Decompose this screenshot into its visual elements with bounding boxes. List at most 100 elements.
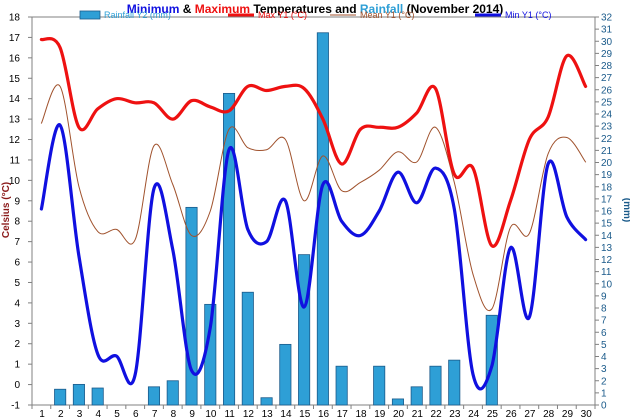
y2-tick-label: 28	[601, 61, 613, 72]
y2-tick-label: 17	[601, 194, 613, 205]
x-tick-label: 27	[524, 409, 536, 420]
y2-tick-label: 25	[601, 97, 613, 108]
rainfall-bar	[316, 32, 329, 406]
y1-tick-label: 13	[9, 115, 21, 126]
x-tick-label: 17	[337, 409, 349, 420]
y1-tick-label: 6	[14, 258, 20, 269]
y2-tick-label: 30	[601, 37, 613, 48]
y2-tick-label: 26	[601, 85, 613, 96]
legend-swatch-rainfall	[79, 10, 101, 20]
mean-temp-line	[40, 84, 587, 312]
title-part-temps: Temperatures and	[250, 2, 360, 16]
rainfall-bar	[185, 206, 198, 406]
y2-tick-label: 29	[601, 49, 613, 60]
y1-tick-label: 11	[10, 155, 21, 166]
y2-tick-label: 1	[601, 388, 607, 399]
x-tick-label: 3	[77, 409, 83, 420]
x-tick-label: 19	[374, 409, 386, 420]
chart-title: Minimum & Maximum Temperatures and Rainf…	[127, 2, 504, 16]
title-part-and: &	[179, 2, 194, 16]
y2-tick-label: 27	[601, 73, 613, 84]
y2-tick-label: 2	[601, 376, 607, 387]
x-tick-label: 21	[412, 409, 424, 420]
x-tick-label: 15	[299, 409, 311, 420]
y2-tick-label: 10	[601, 279, 613, 290]
x-tick-label: 12	[243, 409, 255, 420]
y1-tick-label: 16	[9, 53, 21, 64]
rainfall-bar	[373, 365, 386, 406]
y1-tick-label: 4	[14, 298, 20, 309]
title-part-min: Minimum	[127, 2, 180, 16]
x-tick-label: 6	[133, 409, 139, 420]
y1-tick-label: 14	[9, 94, 21, 105]
y2-tick-label: 9	[601, 291, 607, 302]
y2-tick-label: 5	[601, 340, 607, 351]
legend: Rainfall Y2 (mm) Max Y1 (°C) Mean Y1 (°C) M…	[79, 10, 551, 20]
rainfall-bar	[298, 254, 311, 406]
plot-area	[31, 16, 596, 406]
legend-label: Mean Y1 (°C)	[360, 10, 414, 20]
y2-tick-label: 4	[601, 352, 607, 363]
rainfall-bar	[410, 386, 423, 406]
axes: -101234567891011121314151617180123456789…	[9, 13, 613, 420]
x-tick-label: 22	[431, 409, 443, 420]
y2-tick-label: 21	[601, 146, 613, 157]
legend-label: Max Y1 (°C)	[258, 10, 307, 20]
x-tick-label: 1	[39, 409, 45, 420]
rainfall-bar	[335, 365, 348, 406]
x-tick-label: 18	[355, 409, 367, 420]
y1-tick-label: 15	[9, 74, 21, 85]
y1-axis-label: Celsius (°C)	[1, 182, 12, 238]
x-tick-label: 7	[152, 409, 158, 420]
y1-tick-label: 8	[14, 217, 20, 228]
y2-tick-label: 14	[601, 231, 613, 242]
x-tick-label: 4	[96, 409, 102, 420]
y1-tick-label: 5	[14, 278, 20, 289]
y2-tick-label: 3	[601, 364, 607, 375]
rainfall-bar	[429, 365, 442, 406]
title-part-max: Maximum	[195, 2, 250, 16]
y2-tick-label: 15	[601, 219, 613, 230]
x-tick-label: 9	[189, 409, 195, 420]
y2-tick-label: 12	[601, 255, 613, 266]
y2-tick-label: 22	[601, 134, 613, 145]
x-tick-label: 8	[171, 409, 177, 420]
y2-tick-label: 24	[601, 110, 613, 121]
x-tick-label: 28	[543, 409, 555, 420]
plot-frame	[31, 16, 596, 406]
legend-label: Rainfall Y2 (mm)	[104, 10, 171, 20]
x-tick-label: 24	[468, 409, 480, 420]
x-tick-label: 16	[318, 409, 330, 420]
y2-tick-label: 19	[601, 170, 613, 181]
y2-tick-label: 11	[601, 267, 612, 278]
y1-tick-label: 12	[9, 135, 21, 146]
y1-tick-label: 1	[14, 360, 20, 371]
y1-tick-label: 17	[9, 33, 21, 44]
x-tick-label: 30	[581, 409, 593, 420]
y1-tick-label: 10	[9, 176, 21, 187]
legend-label: Min Y1 (°C)	[505, 10, 551, 20]
rainfall-bar	[54, 388, 67, 406]
rainfall-bar	[147, 386, 161, 406]
x-tick-label: 13	[262, 409, 274, 420]
y1-tick-label: 18	[9, 13, 21, 24]
y2-tick-label: 32	[601, 13, 613, 24]
y2-tick-label: 7	[601, 316, 607, 327]
rainfall-bar	[72, 383, 85, 406]
x-tick-label: 11	[224, 409, 235, 420]
y2-tick-label: 31	[601, 25, 613, 36]
rainfall-bar	[223, 92, 236, 406]
y1-tick-label: 9	[14, 196, 20, 207]
x-tick-label: 5	[114, 409, 120, 420]
y1-tick-label: 7	[14, 237, 20, 248]
x-tick-label: 23	[449, 409, 461, 420]
rainfall-bar	[260, 397, 273, 406]
y2-tick-label: 8	[601, 304, 607, 315]
x-tick-label: 29	[562, 409, 574, 420]
rainfall-bar	[166, 380, 179, 406]
x-tick-label: 25	[487, 409, 499, 420]
y1-tick-label: 0	[14, 380, 20, 391]
y2-axis-label: (mm)	[621, 198, 630, 222]
rainfall-bar	[241, 291, 254, 406]
y1-tick-label: -1	[11, 401, 20, 412]
